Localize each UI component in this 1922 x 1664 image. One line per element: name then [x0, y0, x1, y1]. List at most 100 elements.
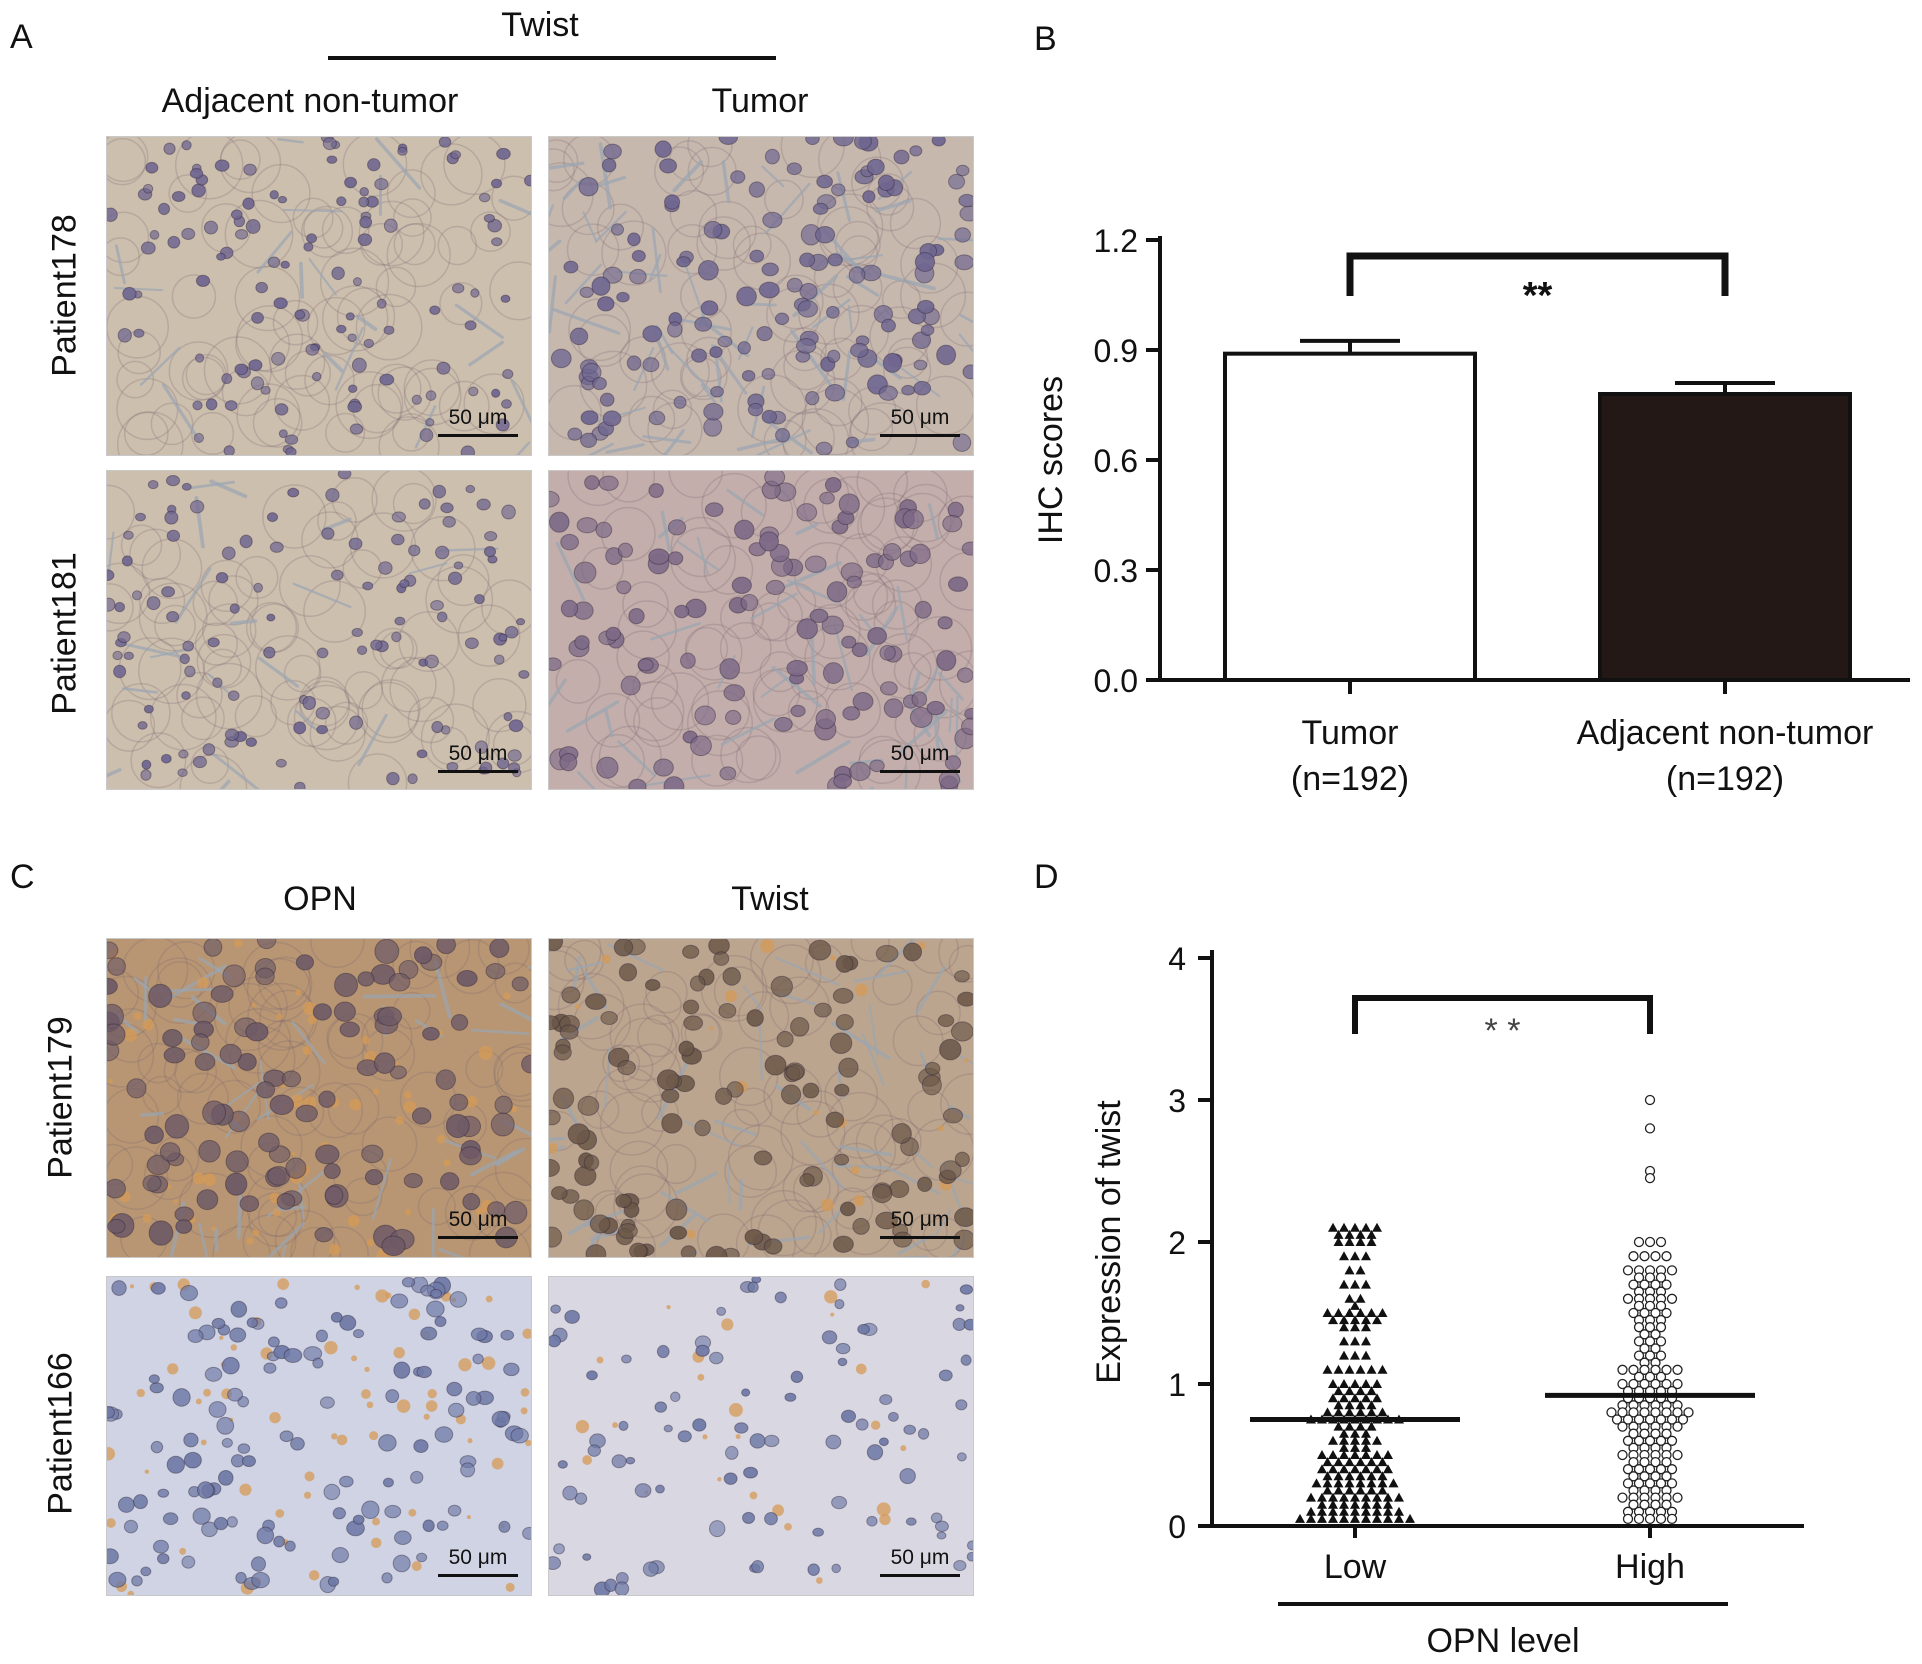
data-point-high	[1650, 1251, 1661, 1262]
scale-label: 50 μm	[890, 1208, 950, 1231]
data-point-low	[1344, 1308, 1355, 1317]
data-point-low	[1366, 1485, 1377, 1495]
panel-c-col-opn: OPN	[283, 880, 357, 918]
data-point-low	[1344, 1478, 1355, 1488]
data-point-low	[1350, 1222, 1360, 1232]
data-point-high	[1622, 1435, 1634, 1446]
data-point-high	[1650, 1364, 1661, 1375]
scale-bar	[438, 1236, 518, 1239]
data-point-low	[1372, 1492, 1382, 1502]
scale-bar	[438, 1574, 518, 1577]
data-point-low	[1377, 1457, 1388, 1467]
data-point-high	[1666, 1513, 1678, 1525]
data-point-low	[1322, 1308, 1333, 1317]
data-point-low	[1350, 1279, 1360, 1289]
data-point-high	[1639, 1279, 1650, 1290]
data-point-low	[1355, 1237, 1366, 1246]
panel-a-header: Twist	[501, 6, 579, 44]
data-point-low	[1361, 1442, 1371, 1452]
data-point-low	[1366, 1400, 1377, 1410]
data-point-low	[1361, 1492, 1371, 1502]
micrograph-a-tumor-patient178	[548, 136, 974, 456]
x-tick-sublabel: (n=192)	[1666, 760, 1784, 798]
data-point-low	[1361, 1435, 1371, 1445]
data-point-high	[1672, 1421, 1683, 1432]
data-point-low	[1372, 1499, 1382, 1509]
data-point-low	[1339, 1350, 1349, 1360]
y-tick-label: 0.6	[1094, 443, 1138, 479]
data-point-low	[1350, 1350, 1360, 1360]
data-point-high	[1672, 1378, 1683, 1390]
data-point-high	[1617, 1421, 1628, 1432]
bar-tumor	[1223, 351, 1477, 683]
data-point-high	[1628, 1378, 1639, 1390]
data-point-low	[1333, 1485, 1344, 1495]
data-point-low	[1361, 1464, 1371, 1474]
data-point-low	[1344, 1485, 1355, 1495]
data-point-low	[1366, 1407, 1377, 1417]
data-point-low	[1355, 1293, 1366, 1303]
y-axis-label: IHC scores	[1032, 376, 1070, 544]
data-point-high	[1661, 1456, 1672, 1468]
data-point-high	[1655, 1478, 1667, 1489]
data-point-high	[1644, 1464, 1656, 1475]
scale-label: 50 μm	[448, 406, 508, 429]
data-point-high	[1672, 1407, 1683, 1418]
data-point-high	[1639, 1251, 1650, 1262]
data-point-low	[1372, 1450, 1382, 1459]
data-point-high	[1639, 1499, 1650, 1510]
data-point-low	[1361, 1322, 1371, 1332]
scale-label: 50 μm	[448, 1546, 508, 1569]
data-point-high	[1650, 1343, 1661, 1354]
data-point-low	[1339, 1499, 1349, 1509]
panel-c-label: C	[10, 858, 35, 896]
data-point-low	[1339, 1393, 1349, 1403]
panel-d-label: D	[1034, 858, 1059, 896]
significance-bracket	[1352, 995, 1653, 1034]
data-point-low	[1328, 1315, 1338, 1325]
data-point-low	[1317, 1506, 1327, 1516]
panel-a-label: A	[10, 18, 33, 56]
data-point-low	[1295, 1513, 1305, 1523]
data-point-low	[1328, 1450, 1338, 1459]
data-point-low	[1344, 1229, 1355, 1239]
data-point-low	[1339, 1435, 1349, 1445]
data-point-low	[1383, 1464, 1393, 1474]
scale-label: 50 μm	[890, 742, 950, 765]
data-point-high	[1622, 1464, 1634, 1475]
data-point-high	[1650, 1407, 1661, 1418]
data-point-high	[1617, 1407, 1628, 1418]
y-tick-label: 0.0	[1094, 663, 1138, 699]
data-point-high	[1644, 1435, 1656, 1446]
data-point-low	[1328, 1393, 1338, 1403]
bar-adjacent-non-tumor	[1598, 392, 1852, 682]
data-point-low	[1361, 1350, 1371, 1360]
data-point-low	[1328, 1464, 1338, 1474]
data-point-low	[1355, 1229, 1366, 1239]
data-point-low	[1377, 1364, 1388, 1374]
micrograph-c-opn-patient179	[106, 938, 532, 1258]
data-point-high	[1639, 1343, 1650, 1354]
data-point-low	[1377, 1485, 1388, 1495]
x-tick-sublabel: (n=192)	[1291, 760, 1409, 798]
data-point-high	[1655, 1371, 1667, 1383]
data-point-high	[1661, 1251, 1672, 1262]
data-point-high	[1661, 1378, 1672, 1390]
data-point-low	[1366, 1386, 1377, 1396]
data-point-high	[1606, 1407, 1617, 1418]
data-point-low	[1350, 1336, 1360, 1346]
data-point-low	[1366, 1229, 1377, 1239]
data-point-high	[1644, 1371, 1656, 1383]
data-point-high	[1628, 1279, 1639, 1290]
y-tick-label: 1.2	[1094, 223, 1138, 259]
scale-label: 50 μm	[890, 406, 950, 429]
scale-label: 50 μm	[448, 1208, 508, 1231]
data-point-low	[1339, 1279, 1349, 1289]
data-point-low	[1328, 1492, 1338, 1502]
data-point-low	[1372, 1393, 1382, 1403]
data-point-low	[1339, 1379, 1349, 1388]
data-point-high	[1628, 1307, 1639, 1319]
data-point-high	[1633, 1300, 1645, 1312]
data-point-low	[1350, 1393, 1360, 1403]
scale-bar	[438, 770, 518, 773]
